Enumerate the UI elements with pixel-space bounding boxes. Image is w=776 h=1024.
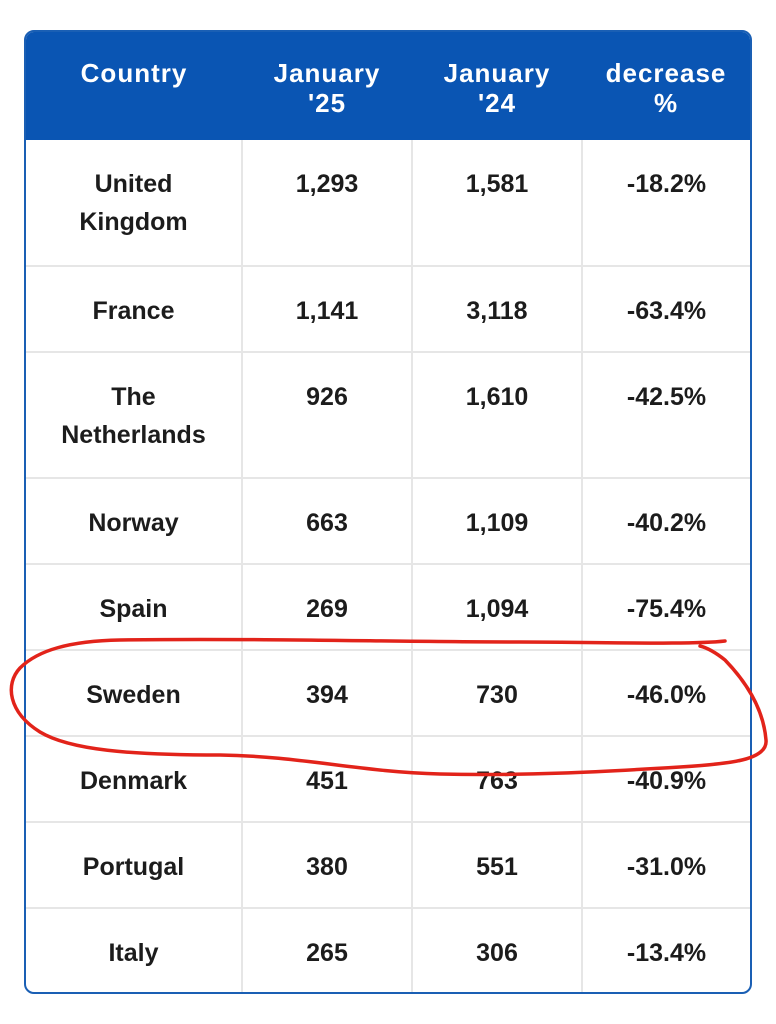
cell-january-24: 1,610 (412, 352, 583, 479)
cell-january-25: 265 (242, 908, 413, 992)
table-row: Portugal 380 551 -31.0% (26, 822, 750, 909)
header-january-25: January '25 (273, 58, 381, 118)
cell-decrease: -75.4% (582, 564, 750, 651)
cell-january-24: 1,109 (412, 478, 583, 565)
table-row-highlighted: Sweden 394 730 -46.0% (26, 650, 750, 737)
cell-january-24: 730 (412, 650, 583, 737)
cell-country: Italy (26, 908, 243, 992)
cell-january-24: 1,581 (412, 140, 583, 267)
cell-january-25: 926 (242, 352, 413, 479)
cell-january-25: 1,293 (242, 140, 413, 267)
table-row: France 1,141 3,118 -63.4% (26, 266, 750, 353)
cell-january-25: 663 (242, 478, 413, 565)
cell-january-24: 3,118 (412, 266, 583, 353)
table-row: United Kingdom 1,293 1,581 -18.2% (26, 140, 750, 267)
cell-january-25: 269 (242, 564, 413, 651)
cell-decrease: -40.9% (582, 736, 750, 823)
cell-country: Portugal (26, 822, 243, 909)
cell-january-25: 380 (242, 822, 413, 909)
cell-country: The Netherlands (26, 352, 243, 479)
cell-decrease: -13.4% (626, 939, 707, 967)
table-row: Spain 269 1,094 -75.4% (26, 564, 750, 651)
cell-decrease: -18.2% (582, 140, 750, 267)
cell-january-25: 394 (242, 650, 413, 737)
header-january-24: January '24 (443, 58, 551, 118)
table-row: The Netherlands 926 1,610 -42.5% (26, 352, 750, 479)
table-row: Italy 265 306 -13.4% (26, 908, 750, 992)
cell-country: Norway (26, 478, 243, 565)
cell-decrease: -42.5% (582, 352, 750, 479)
header-country: Country (80, 58, 188, 88)
data-table-card: Country January '25 January '24 decrease… (24, 30, 752, 994)
cell-january-25: 1,141 (242, 266, 413, 353)
header-decrease-percent: decrease % (605, 58, 727, 118)
table-row: Norway 663 1,109 -40.2% (26, 478, 750, 565)
cell-country: Denmark (26, 736, 243, 823)
cell-country: France (26, 266, 243, 353)
table-row: Denmark 451 763 -40.9% (26, 736, 750, 823)
cell-january-25: 451 (242, 736, 413, 823)
cell-january-24: 551 (412, 822, 583, 909)
cell-january-24: 1,094 (412, 564, 583, 651)
cell-country: United Kingdom (26, 140, 243, 267)
cell-january-24: 306 (412, 908, 583, 992)
country-comparison-table: Country January '25 January '24 decrease… (26, 32, 750, 992)
cell-country: Spain (26, 564, 243, 651)
cell-country: Sweden (26, 650, 243, 737)
cell-decrease: -46.0% (582, 650, 750, 737)
cell-decrease: -63.4% (582, 266, 750, 353)
table-header-row: Country January '25 January '24 decrease… (26, 32, 750, 140)
cell-decrease: -40.2% (582, 478, 750, 565)
cell-january-24: 763 (412, 736, 583, 823)
cell-decrease: -31.0% (582, 822, 750, 909)
